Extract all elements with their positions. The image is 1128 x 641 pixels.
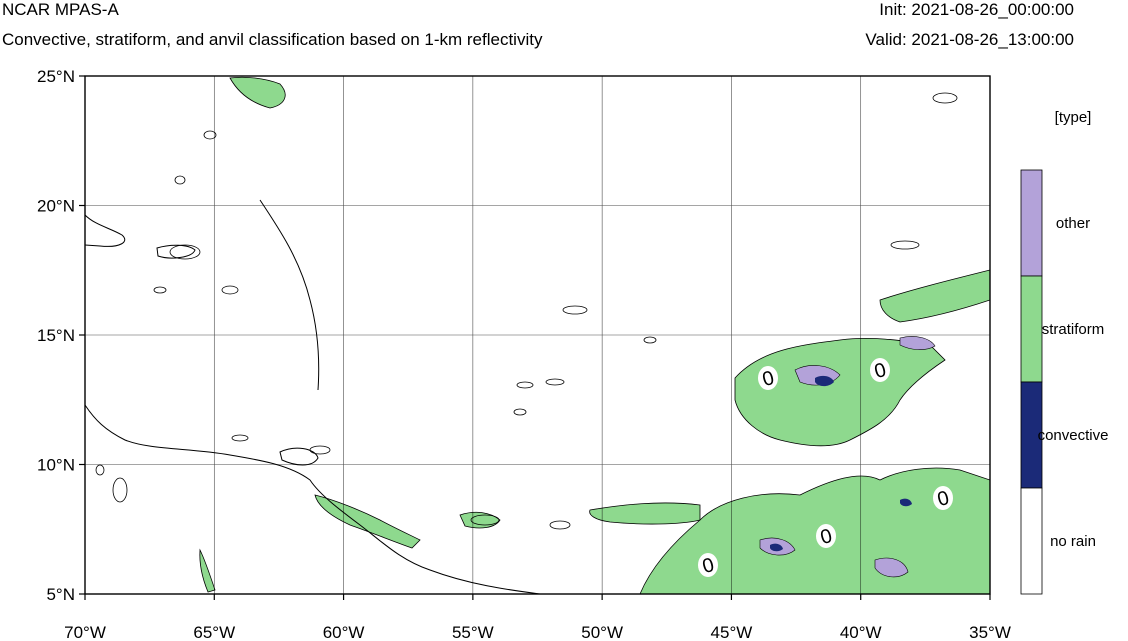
lon-tick-label: 65°W <box>193 623 235 641</box>
cell <box>112 477 128 503</box>
lat-tick-label: 5°N <box>46 585 75 604</box>
cell <box>221 285 239 295</box>
coastlines <box>85 199 541 594</box>
scattered-cells <box>95 92 958 530</box>
cell <box>545 378 565 386</box>
lat-tick-label: 20°N <box>37 197 75 216</box>
cell <box>174 175 186 185</box>
contour-label-bg <box>758 366 778 390</box>
cell <box>153 286 167 294</box>
plot-area <box>85 76 990 594</box>
contour-label-bg <box>698 553 718 577</box>
lon-tick-label: 35°W <box>969 623 1011 641</box>
convective-core-3 <box>900 498 912 507</box>
precip-band-coast <box>314 494 421 549</box>
legend-label: other <box>1056 215 1090 232</box>
contour-label-bg <box>870 358 890 382</box>
lon-tick-label: 40°W <box>840 623 882 641</box>
precip-cell-caribbean <box>199 548 216 593</box>
contour-labels: 0 0 0 0 0 <box>698 358 953 578</box>
precip-band-ne <box>879 269 990 323</box>
precip-area-east-upper <box>734 337 946 447</box>
legend-title: [type] <box>1055 109 1092 126</box>
contour-label: 0 <box>760 367 776 391</box>
valid-time: Valid: 2021-08-26_13:00:00 <box>865 30 1074 49</box>
lon-tick-label: 45°W <box>711 623 753 641</box>
contour-label-bg <box>933 486 953 510</box>
cell <box>470 514 500 526</box>
lon-tick-label: 50°W <box>581 623 623 641</box>
lat-tick-label: 10°N <box>37 456 75 475</box>
cell <box>643 336 657 344</box>
coastline-puerto-rico <box>156 244 196 259</box>
anvil-patch-3 <box>874 557 909 578</box>
legend-label: convective <box>1038 427 1109 444</box>
lon-tick-label: 55°W <box>452 623 494 641</box>
legend-swatch-stratiform <box>1020 275 1043 383</box>
lat-tick-label: 15°N <box>37 326 75 345</box>
convective-core-2 <box>770 543 783 552</box>
precip-other-areas <box>759 336 936 578</box>
anvil-patch-4 <box>899 336 936 350</box>
cell <box>203 130 217 140</box>
coastline-hispaniola <box>85 214 126 247</box>
precip-band-south <box>589 502 701 525</box>
legend: [type] other stratiform convective no rain <box>1020 109 1109 595</box>
lat-tick-label: 25°N <box>37 67 75 86</box>
contour-label: 0 <box>818 525 834 549</box>
precip-convective-cores <box>770 375 912 552</box>
cell <box>513 408 527 416</box>
cell <box>169 244 201 260</box>
init-time: Init: 2021-08-26_00:00:00 <box>879 0 1074 19</box>
cell <box>932 92 958 104</box>
lon-axis: 70°W 65°W 60°W 55°W 50°W 45°W 40°W 35°W <box>64 594 1011 641</box>
map-subtitle: Convective, stratiform, and anvil classi… <box>2 30 543 49</box>
convective-core-1 <box>815 375 834 387</box>
precip-stratiform-areas <box>199 76 990 594</box>
lon-tick-label: 70°W <box>64 623 106 641</box>
cell <box>562 305 588 315</box>
cell <box>516 381 534 389</box>
contour-label: 0 <box>872 359 888 383</box>
legend-entries: other stratiform convective no rain <box>1020 169 1109 595</box>
coastline-venezuela-gulf <box>279 447 319 466</box>
grid-lines <box>85 76 990 594</box>
legend-label: stratiform <box>1042 321 1105 338</box>
contour-label: 0 <box>700 554 716 578</box>
cell <box>549 520 571 530</box>
lat-axis: 25°N 20°N 15°N 10°N 5°N <box>37 67 85 604</box>
cell <box>231 434 249 442</box>
legend-swatch-other <box>1020 169 1043 277</box>
cell <box>890 240 920 250</box>
map-title: NCAR MPAS-A <box>2 0 119 19</box>
cell <box>309 445 331 455</box>
legend-label: no rain <box>1050 533 1096 550</box>
precip-cell-mid <box>459 511 501 529</box>
lon-tick-label: 60°W <box>323 623 365 641</box>
coastline-antilles-arc <box>259 199 320 391</box>
contour-label: 0 <box>935 487 951 511</box>
coastline-south-america <box>85 404 541 594</box>
cell <box>95 464 105 476</box>
legend-swatch-no-rain <box>1020 487 1043 595</box>
precip-area-east-lower <box>639 467 990 594</box>
precip-cell-north <box>229 76 286 109</box>
contour-label-bg <box>816 524 836 548</box>
